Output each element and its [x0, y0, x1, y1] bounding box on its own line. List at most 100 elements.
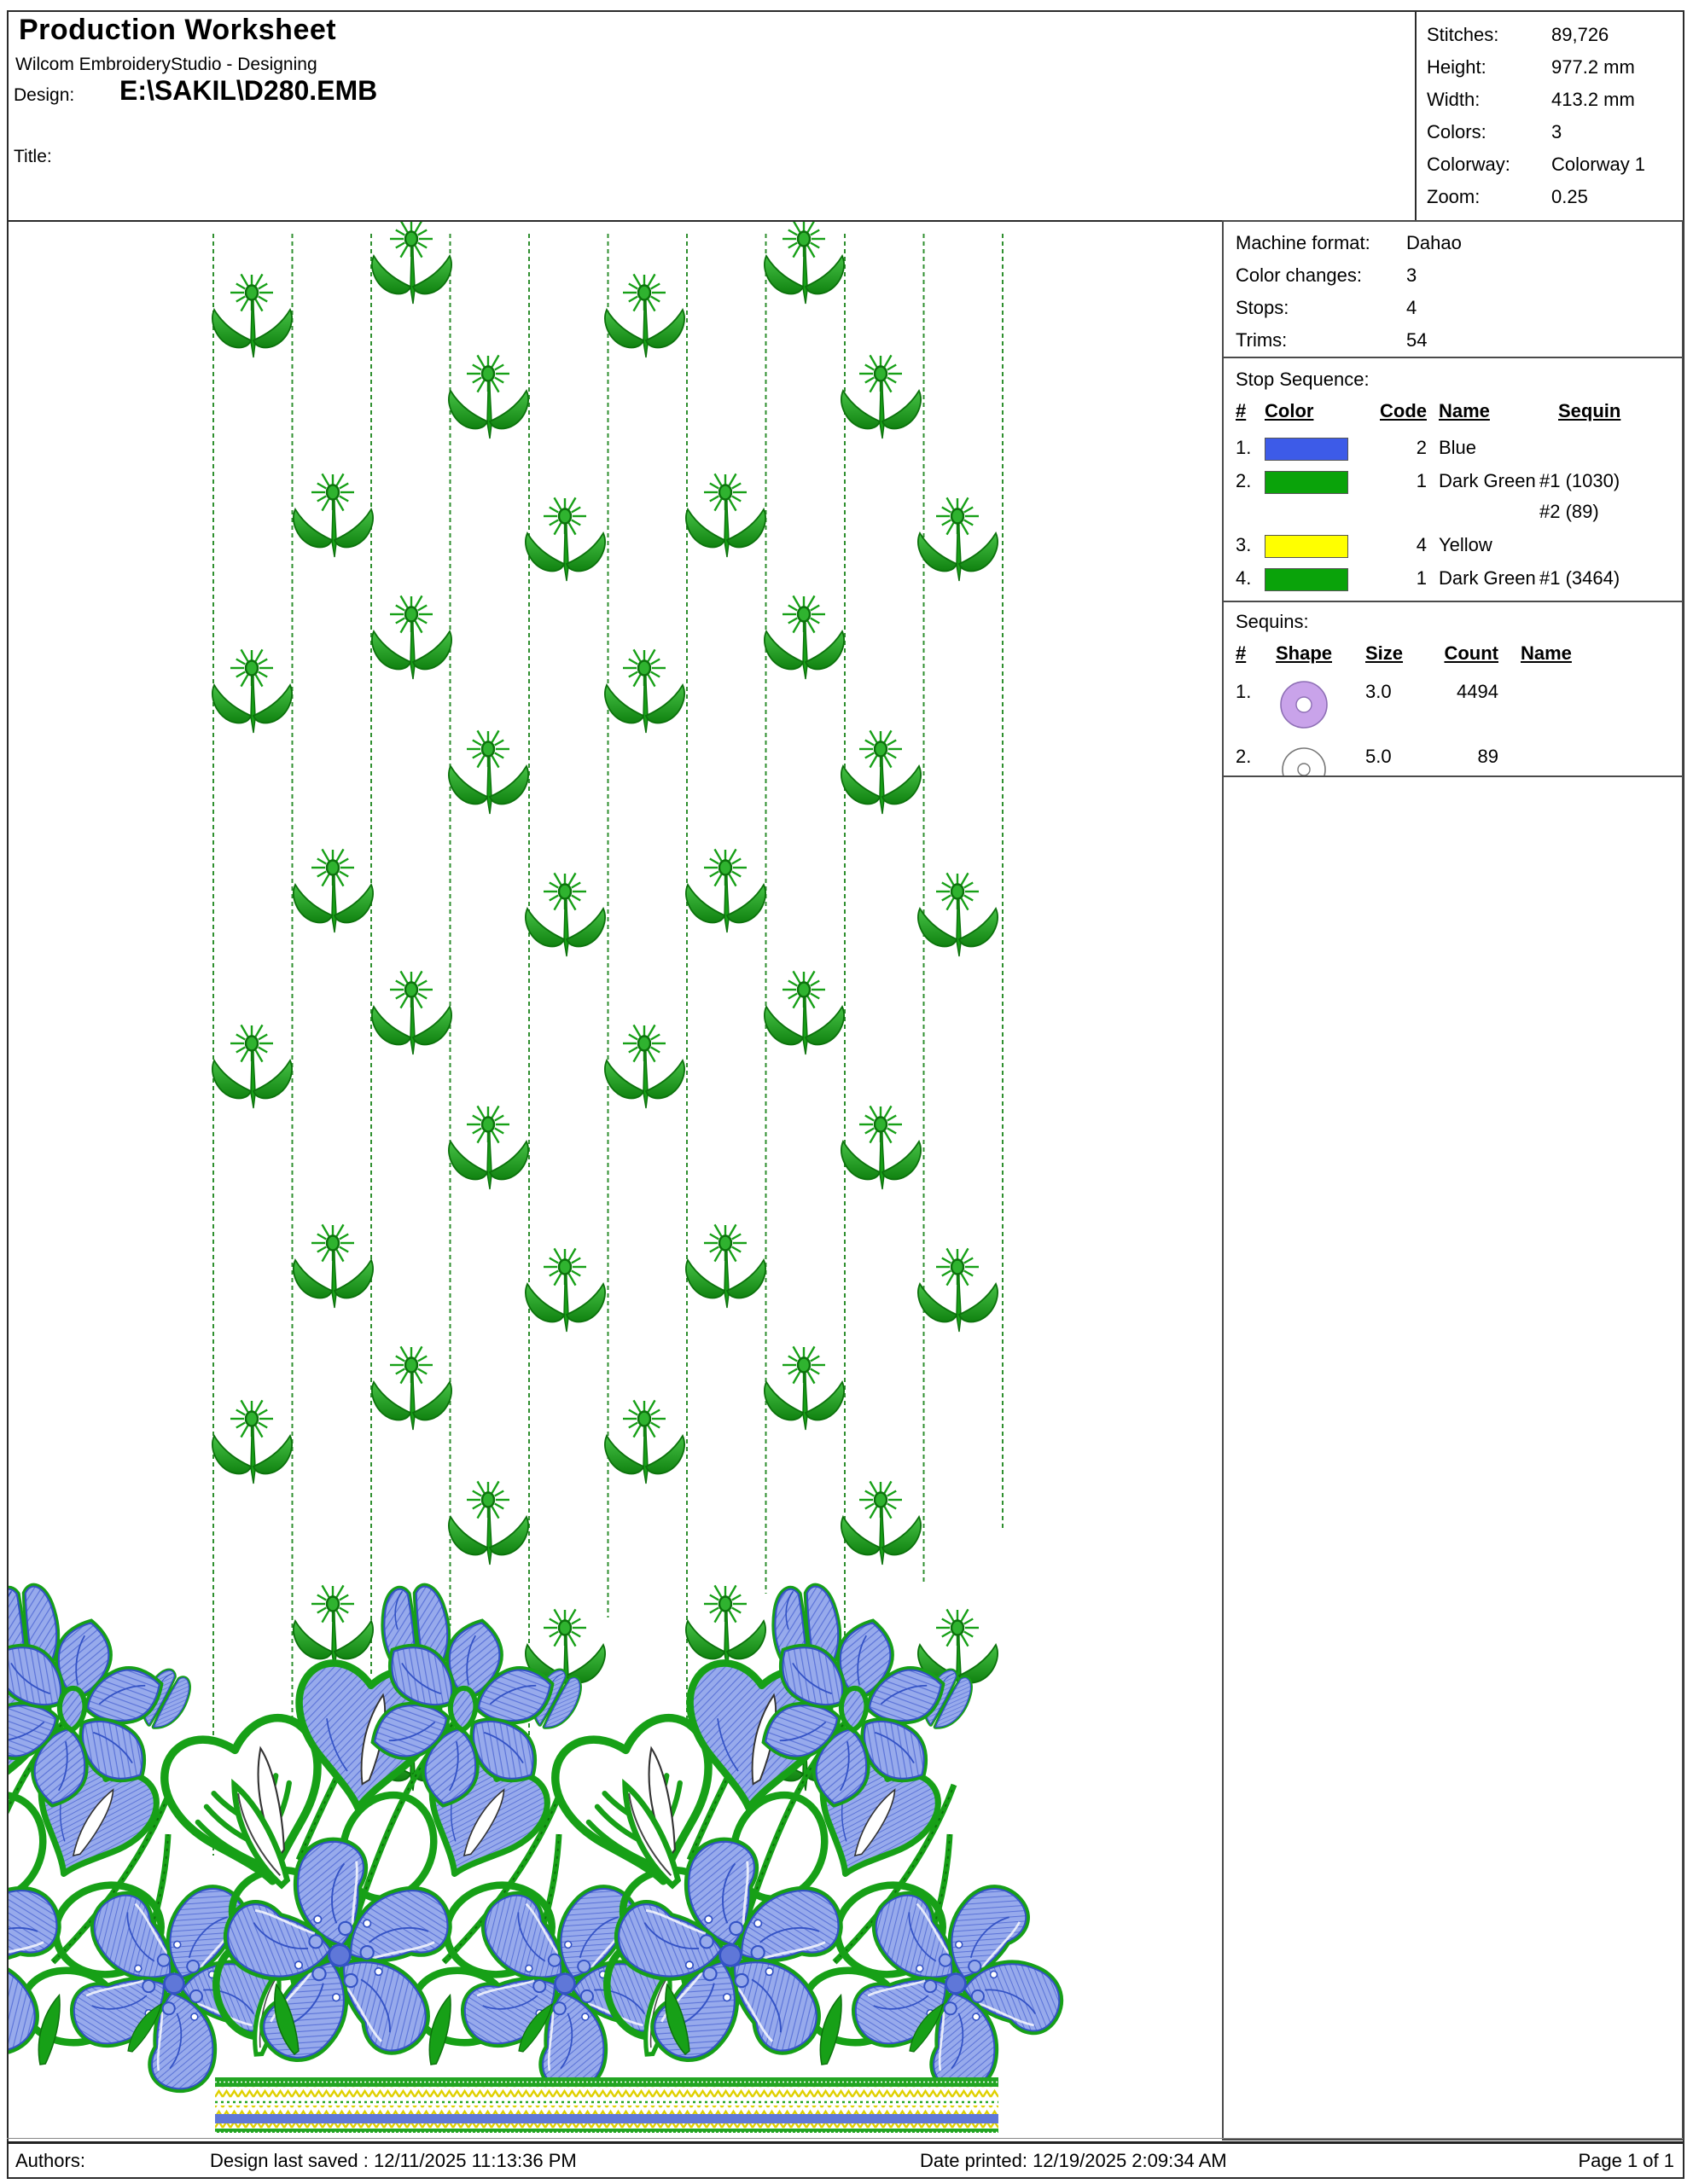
stop-row: 2. 1 Dark Green #1 (1030) #2 (89) — [1236, 466, 1682, 527]
sprig-motif — [293, 473, 374, 558]
sequin-row: 1. 3.0 4494 — [1236, 679, 1682, 737]
sprig-motif — [764, 222, 845, 305]
grass-leaf — [819, 1993, 842, 2065]
sprig-motif — [604, 648, 685, 734]
color-chip-cell — [1265, 466, 1355, 494]
sprig-motif — [448, 354, 529, 439]
sprig-field — [212, 222, 998, 1792]
sprig-motif — [293, 1223, 374, 1309]
color-chip — [1265, 535, 1348, 558]
color-chip-cell — [1265, 433, 1355, 461]
col-header-name: Name — [1439, 400, 1490, 421]
sprig-motif — [764, 970, 845, 1055]
blade-leaf — [231, 1778, 291, 1890]
machine-value: 3 — [1406, 264, 1417, 286]
sequins-header-row: # Shape Size Count Name — [1236, 638, 1682, 672]
sprig-motif — [212, 1399, 293, 1484]
color-chip — [1265, 438, 1348, 461]
stripe-border — [215, 2077, 998, 2133]
floral-border — [9, 1583, 1064, 2094]
footer-divider-thin — [7, 2138, 1683, 2139]
panel-empty-box — [1222, 775, 1684, 2140]
blade-leaf — [622, 1778, 682, 1890]
sprig-motif — [525, 497, 606, 582]
grass-leaf — [127, 2002, 163, 2053]
info-row: Colors: 3 — [1427, 116, 1684, 148]
star-flower — [761, 1618, 945, 1808]
floral-unit — [160, 1583, 673, 2094]
info-row: Zoom: 0.25 — [1427, 181, 1684, 213]
sequin-shape-icon — [1280, 681, 1328, 729]
sequin-count: 4494 — [1457, 681, 1498, 702]
info-value: Colorway 1 — [1551, 154, 1646, 175]
floral-unit — [9, 1583, 282, 2094]
info-label: Height: — [1427, 56, 1486, 78]
info-label: Zoom: — [1427, 186, 1481, 207]
machine-label: Color changes: — [1236, 264, 1362, 286]
col-header-shape: Shape — [1275, 642, 1333, 664]
machine-row: Machine format: Dahao — [1236, 227, 1682, 259]
color-chip — [1265, 471, 1348, 494]
sprig-motif — [371, 595, 452, 680]
heart-leaf — [295, 1659, 443, 1812]
thread-name: Blue — [1439, 437, 1477, 458]
heart-leaf — [686, 1659, 834, 1812]
sprig-motif — [448, 1105, 529, 1190]
footer: Authors: Design last saved : 12/11/2025 … — [7, 2146, 1683, 2177]
color-chip-cell — [1265, 530, 1355, 558]
sprig-motif — [841, 354, 922, 439]
stop-row-num: 2. — [1236, 470, 1252, 491]
thread-code: 2 — [1416, 437, 1427, 458]
thread-name: Yellow — [1439, 534, 1492, 555]
heart-leaf — [9, 1659, 52, 1812]
stop-row: 4. 1 Dark Green #1 (3464) — [1236, 563, 1682, 594]
info-label: Colorway: — [1427, 154, 1510, 175]
info-row: Colorway: Colorway 1 — [1427, 148, 1684, 181]
large-flower — [9, 1885, 61, 2055]
sequin-row: 2. 5.0 89 — [1236, 744, 1682, 802]
sprig-motif — [212, 273, 293, 358]
sprig-motif — [371, 222, 452, 305]
sprig-motif — [212, 1024, 293, 1109]
col-header-size: Size — [1365, 642, 1404, 664]
sprig-motif — [371, 970, 452, 1055]
info-row: Width: 413.2 mm — [1427, 84, 1684, 116]
info-value: 977.2 mm — [1551, 56, 1635, 78]
design-info-box: Stitches: 89,726 Height: 977.2 mm Width: 413.… — [1415, 10, 1684, 220]
grass-leaf — [428, 1993, 451, 2065]
page-frame — [7, 10, 1684, 2179]
stop-row-num: 4. — [1236, 567, 1252, 589]
sprig-motif — [448, 729, 529, 815]
sprig-motif — [371, 1345, 452, 1431]
stop-sequence-title: Stop Sequence: — [1236, 369, 1370, 390]
stop-row: 3. 4 Yellow — [1236, 530, 1682, 561]
machine-row: Color changes: 3 — [1236, 259, 1682, 292]
grass-leaf — [274, 1983, 300, 2056]
machine-row: Stops: 4 — [1236, 292, 1682, 324]
sprig-motif — [293, 848, 374, 933]
sprig-motif — [841, 1105, 922, 1190]
star-flower — [370, 1618, 555, 1808]
machine-label: Trims: — [1236, 329, 1288, 351]
last-saved-text: Design last saved : 12/11/2025 11:13:36 … — [210, 2150, 577, 2171]
col-header-name: Name — [1521, 642, 1572, 664]
sprig-motif — [604, 1399, 685, 1484]
machine-label: Machine format: — [1236, 232, 1370, 253]
col-header-color: Color — [1265, 400, 1314, 421]
page-title: Production Worksheet — [19, 14, 337, 46]
sprig-motif — [212, 648, 293, 734]
sequin-count: 89 — [1477, 746, 1498, 767]
sprig-motif — [841, 729, 922, 815]
sprig-motif — [685, 1223, 766, 1309]
sprig-motif — [764, 595, 845, 680]
col-header-sequin: Sequin — [1558, 400, 1621, 421]
info-label: Width: — [1427, 89, 1481, 110]
info-row: Stitches: 89,726 — [1427, 19, 1684, 51]
machine-row: Trims: 54 — [1236, 324, 1682, 357]
design-label: Design: — [14, 85, 75, 105]
sprig-motif — [841, 1480, 922, 1565]
machine-label: Stops: — [1236, 297, 1289, 318]
sequin-row-num: 1. — [1236, 681, 1252, 702]
title-label: Title: — [14, 147, 52, 166]
